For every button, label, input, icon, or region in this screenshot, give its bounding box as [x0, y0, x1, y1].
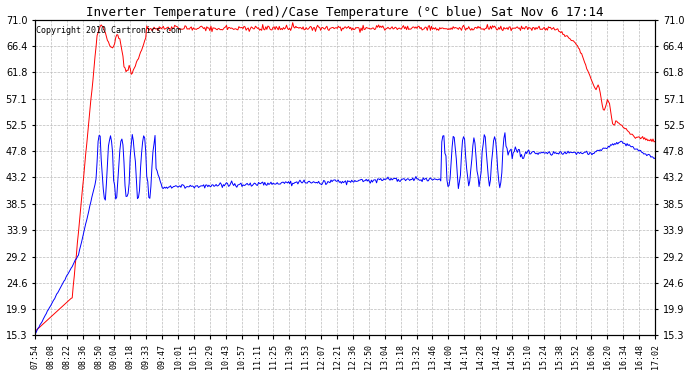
Text: Copyright 2010 Cartronics.com: Copyright 2010 Cartronics.com: [36, 26, 181, 35]
Title: Inverter Temperature (red)/Case Temperature (°C blue) Sat Nov 6 17:14: Inverter Temperature (red)/Case Temperat…: [86, 6, 604, 18]
